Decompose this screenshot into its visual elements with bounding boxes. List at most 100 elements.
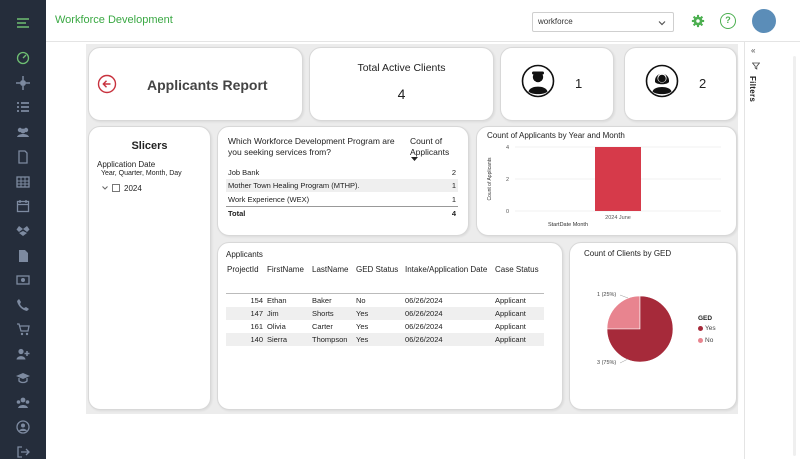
money-icon[interactable] xyxy=(14,273,32,287)
cell-ged: No xyxy=(356,296,366,305)
scrollbar[interactable] xyxy=(792,56,797,456)
programs-table-card: Which Workforce Development Program are … xyxy=(217,126,469,236)
male-count-card: 1 xyxy=(500,47,614,121)
cell-first: Jim xyxy=(267,309,279,318)
x-axis-label: StartDate Month xyxy=(548,222,588,228)
slicer-field-label: Application Date xyxy=(97,160,156,169)
bar xyxy=(595,147,641,211)
x-tick-label: 2024 June xyxy=(605,215,631,221)
cell-date: 06/26/2024 xyxy=(405,309,443,318)
legend-item-no[interactable]: No xyxy=(698,337,713,344)
app-title[interactable]: Workforce Development xyxy=(55,14,173,26)
table-row[interactable]: Work Experience (WEX) 1 xyxy=(226,193,458,206)
cell-status: Applicant xyxy=(495,296,526,305)
gauge-icon[interactable] xyxy=(14,51,32,65)
cell-date: 06/26/2024 xyxy=(405,335,443,344)
chevron-down-icon[interactable] xyxy=(101,184,109,192)
cell-id: 140 xyxy=(250,335,263,344)
legend-label: No xyxy=(705,337,714,344)
column-header-case-status[interactable]: Case Status xyxy=(495,265,539,274)
table-row[interactable]: 154 Ethan Baker No 06/26/2024 Applicant xyxy=(226,294,544,307)
back-arrow-icon[interactable] xyxy=(97,74,117,94)
column-header-lastname[interactable]: LastName xyxy=(312,265,349,274)
dropbox-icon[interactable] xyxy=(14,224,32,238)
kpi-card-total-active-clients: Total Active Clients 4 xyxy=(309,47,494,121)
pie-chart-title: Count of Clients by GED xyxy=(584,249,672,258)
legend-label: Yes xyxy=(705,325,716,332)
column-header-intake-date[interactable]: Intake/Application Date xyxy=(405,265,488,274)
table-total-row: Total 4 xyxy=(226,206,458,219)
phone-icon[interactable] xyxy=(14,298,32,312)
program-count: 1 xyxy=(451,195,456,204)
program-count: 2 xyxy=(451,168,456,177)
slicer-item-2024[interactable]: 2024 xyxy=(101,183,142,193)
cell-first: Sierra xyxy=(267,335,288,344)
logout-icon[interactable] xyxy=(14,445,32,459)
users-icon[interactable] xyxy=(14,125,32,139)
menu-icon[interactable] xyxy=(14,16,32,30)
y-tick-label: 2 xyxy=(506,177,509,183)
cell-status: Applicant xyxy=(495,322,526,331)
document-icon[interactable] xyxy=(14,150,32,164)
collapse-icon[interactable]: « xyxy=(751,46,756,55)
table-row[interactable]: Job Bank 2 xyxy=(226,166,458,179)
top-bar: Workforce Development workforce ? xyxy=(46,0,800,42)
slicers-card: Slicers Application Date Year, Quarter, … xyxy=(88,126,211,410)
programs-question-header[interactable]: Which Workforce Development Program are … xyxy=(228,136,395,157)
column-header-firstname[interactable]: FirstName xyxy=(267,265,304,274)
page-title: Applicants Report xyxy=(147,77,268,93)
applicants-table-card: Applicants ProjectId FirstName LastName … xyxy=(217,242,563,410)
pie-chart-card: Count of Clients by GED GED Yes No 1 (25… xyxy=(569,242,737,410)
pie-legend-title: GED xyxy=(698,315,713,322)
cell-last: Baker xyxy=(312,296,332,305)
pie-slice-yes[interactable] xyxy=(606,295,674,363)
cell-status: Applicant xyxy=(495,335,526,344)
workspace-select[interactable]: workforce xyxy=(532,12,674,32)
cell-ged: Yes xyxy=(356,335,369,344)
program-count: 1 xyxy=(451,181,456,190)
avatar[interactable] xyxy=(752,9,776,33)
file-icon[interactable] xyxy=(14,249,32,263)
header-divider xyxy=(226,293,544,294)
column-header-ged-status[interactable]: GED Status xyxy=(356,265,399,274)
bar-chart: 0 2 4 2024 June StartDate Month Count of Appl… xyxy=(487,145,721,228)
cart-icon[interactable] xyxy=(14,322,32,336)
table-icon[interactable] xyxy=(14,175,32,189)
list-icon[interactable] xyxy=(14,100,32,114)
slicer-checkbox[interactable] xyxy=(112,184,120,192)
female-count: 2 xyxy=(699,76,707,91)
table-row[interactable]: Mother Town Healing Program (MTHP). 1 xyxy=(226,179,458,192)
pie-label-yes: 3 (75%) xyxy=(597,360,617,366)
cell-ged: Yes xyxy=(356,309,369,318)
program-name: Mother Town Healing Program (MTHP). xyxy=(228,181,360,190)
help-icon[interactable]: ? xyxy=(720,13,736,29)
filters-pane[interactable]: « Filters xyxy=(744,42,768,459)
sort-descending-icon[interactable] xyxy=(411,157,418,161)
user-circle-icon[interactable] xyxy=(14,420,32,434)
slicer-item-label: 2024 xyxy=(124,183,142,193)
left-nav xyxy=(0,0,46,459)
add-user-icon[interactable] xyxy=(14,347,32,361)
cell-status: Applicant xyxy=(495,309,526,318)
group-icon[interactable] xyxy=(14,396,32,410)
calendar-icon[interactable] xyxy=(14,199,32,213)
count-of-applicants-header[interactable]: Count of Applicants xyxy=(410,136,450,157)
graduation-cap-icon[interactable] xyxy=(14,371,32,385)
pie-slice-no[interactable] xyxy=(606,295,641,330)
filters-label[interactable]: Filters xyxy=(748,76,757,103)
table-row[interactable]: 161 Olivia Carter Yes 06/26/2024 Applicant xyxy=(226,320,544,333)
funnel-icon xyxy=(752,62,760,70)
column-header-projectid[interactable]: ProjectId xyxy=(227,265,259,274)
cell-id: 161 xyxy=(250,322,263,331)
table-row[interactable]: 140 Sierra Thompson Yes 06/26/2024 Applicant xyxy=(226,333,544,346)
legend-item-yes[interactable]: Yes xyxy=(698,325,716,332)
table-row[interactable]: 147 Jim Shorts Yes 06/26/2024 Applicant xyxy=(226,307,544,320)
cell-id: 147 xyxy=(250,309,263,318)
male-person-icon xyxy=(521,64,555,98)
female-person-icon xyxy=(645,64,679,98)
pie-chart xyxy=(606,294,674,364)
slicer-hierarchy-label: Year, Quarter, Month, Day xyxy=(101,170,182,177)
y-tick-label: 0 xyxy=(506,209,509,215)
gear-icon[interactable] xyxy=(691,14,705,28)
crosshair-icon[interactable] xyxy=(14,76,32,90)
